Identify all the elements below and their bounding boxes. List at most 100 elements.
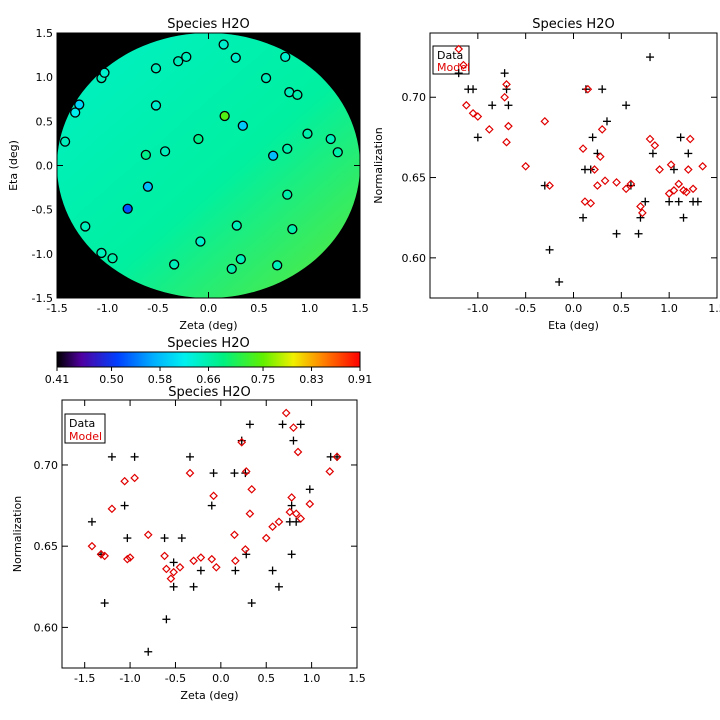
map-point: [195, 236, 206, 247]
eta-model-point: [545, 181, 554, 190]
zeta-model-point: [130, 473, 139, 483]
map-ytick-label: 0.5: [36, 115, 54, 128]
map-point: [70, 107, 81, 118]
eta-xtick-label: -0.5: [515, 302, 536, 315]
eta-model-point: [682, 187, 691, 197]
zeta-data-point: [177, 534, 186, 543]
eta-xtick-label: 1.5: [708, 302, 720, 315]
colorbar-tick-label: 0.75: [251, 373, 276, 386]
zeta-model-point: [125, 553, 135, 562]
colorbar-tick-label: 0.41: [45, 373, 70, 386]
zeta-model-point: [162, 564, 171, 574]
eta-data-point: [622, 101, 631, 110]
eta-data-point: [500, 69, 509, 78]
map-point: [150, 100, 162, 111]
zeta-model-point: [211, 562, 221, 572]
map-point: [230, 52, 241, 63]
zeta-data-point: [185, 452, 194, 461]
colorbar-gradient: [56, 351, 361, 368]
map-point: [80, 221, 91, 232]
zeta-model-point: [237, 437, 247, 447]
zeta-plot-ylabel: Normalization: [11, 496, 24, 572]
eta-model-point: [626, 179, 636, 189]
zeta-legend-model: Model: [69, 430, 102, 443]
colorbar-tick-label: 0.83: [299, 373, 324, 386]
zeta-legend-data: Data: [69, 417, 95, 430]
eta-model-point: [484, 125, 494, 134]
zeta-model-point: [166, 574, 176, 584]
eta-xtick-label: 0.0: [565, 302, 583, 315]
map-title: Species H2O: [167, 17, 249, 32]
eta-model-point: [593, 181, 602, 190]
zeta-data-point: [196, 566, 205, 575]
map-point: [332, 147, 343, 158]
eta-model-point: [621, 184, 631, 194]
zeta-data-point: [231, 566, 240, 575]
eta-data-point: [598, 85, 607, 94]
zeta-data-point: [247, 599, 256, 608]
zeta-model-point: [169, 567, 178, 577]
zeta-data-point: [278, 420, 287, 429]
eta-data-point: [454, 69, 463, 78]
eta-plot-title: Species H2O: [532, 17, 614, 32]
eta-model-point: [502, 137, 511, 147]
eta-data-point: [665, 197, 674, 206]
eta-plot-ylabel: Normalization: [372, 127, 385, 203]
eta-data-point: [545, 245, 554, 254]
map-point: [237, 120, 248, 131]
eta-data-point: [488, 101, 497, 110]
zeta-model-point: [207, 554, 217, 564]
eta-model-point: [595, 152, 605, 162]
colorbar-title: Species H2O: [167, 336, 249, 351]
zeta-data-point: [169, 582, 178, 591]
eta-model-point: [688, 184, 698, 194]
colorbar-panel: Species H2O 0.41 0.50 0.58 0.66 0.75 0.83 0.91: [45, 336, 373, 386]
eta-model-point: [459, 60, 468, 70]
eta-data-point: [581, 85, 590, 94]
zeta-model-point: [107, 504, 117, 514]
map-point: [74, 99, 85, 110]
map-point: [267, 150, 279, 161]
map-point: [282, 189, 293, 200]
map-point: [260, 72, 272, 84]
map-point: [99, 67, 110, 78]
colorbar-tick-label: 0.58: [148, 373, 173, 386]
eta-model-point: [669, 186, 679, 195]
eta-data-point: [693, 197, 702, 206]
eta-model-point: [580, 197, 590, 206]
map-ylabel: Eta (deg): [7, 140, 20, 191]
map-ytick-label: 0.0: [36, 160, 54, 173]
zeta-data-point: [207, 501, 216, 510]
map-ytick-label: 1.5: [36, 27, 54, 40]
map-point: [150, 63, 162, 74]
zeta-model-point: [296, 514, 306, 523]
eta-data-point: [669, 165, 678, 174]
eta-ytick-label: 0.65: [402, 172, 427, 185]
zeta-data-point: [305, 485, 314, 494]
map-point: [219, 110, 230, 122]
zeta-data-point: [87, 517, 96, 526]
map-xtick-label: -1.0: [97, 302, 118, 315]
eta-xtick-label: 0.5: [613, 302, 631, 315]
zeta-model-point: [285, 507, 295, 517]
eta-plot-panel: Species H2O Eta (deg) Normalization Data…: [372, 17, 720, 332]
map-ytick-label: 1.0: [36, 71, 54, 84]
eta-data-point: [502, 85, 511, 94]
eta-model-point: [674, 179, 684, 189]
colorbar-tick-label: 0.66: [196, 373, 221, 386]
eta-data-point: [679, 213, 688, 222]
eta-data-point: [602, 117, 611, 126]
eta-xtick-label: -1.0: [467, 302, 488, 315]
eta-model-point: [590, 165, 599, 174]
eta-model-point: [454, 44, 464, 54]
map-point: [282, 143, 293, 154]
map-point: [231, 220, 242, 231]
zeta-plot-panel: Species H2O Zeta (deg) Normalization Dat…: [11, 385, 366, 702]
eta-legend-model: Model: [437, 61, 470, 74]
map-disk: [57, 33, 360, 298]
zeta-data-point: [169, 558, 178, 567]
zeta-data-point: [107, 452, 116, 461]
zeta-data-point: [230, 469, 239, 478]
zeta-model-point: [87, 541, 97, 551]
zeta-model-point: [185, 468, 195, 478]
